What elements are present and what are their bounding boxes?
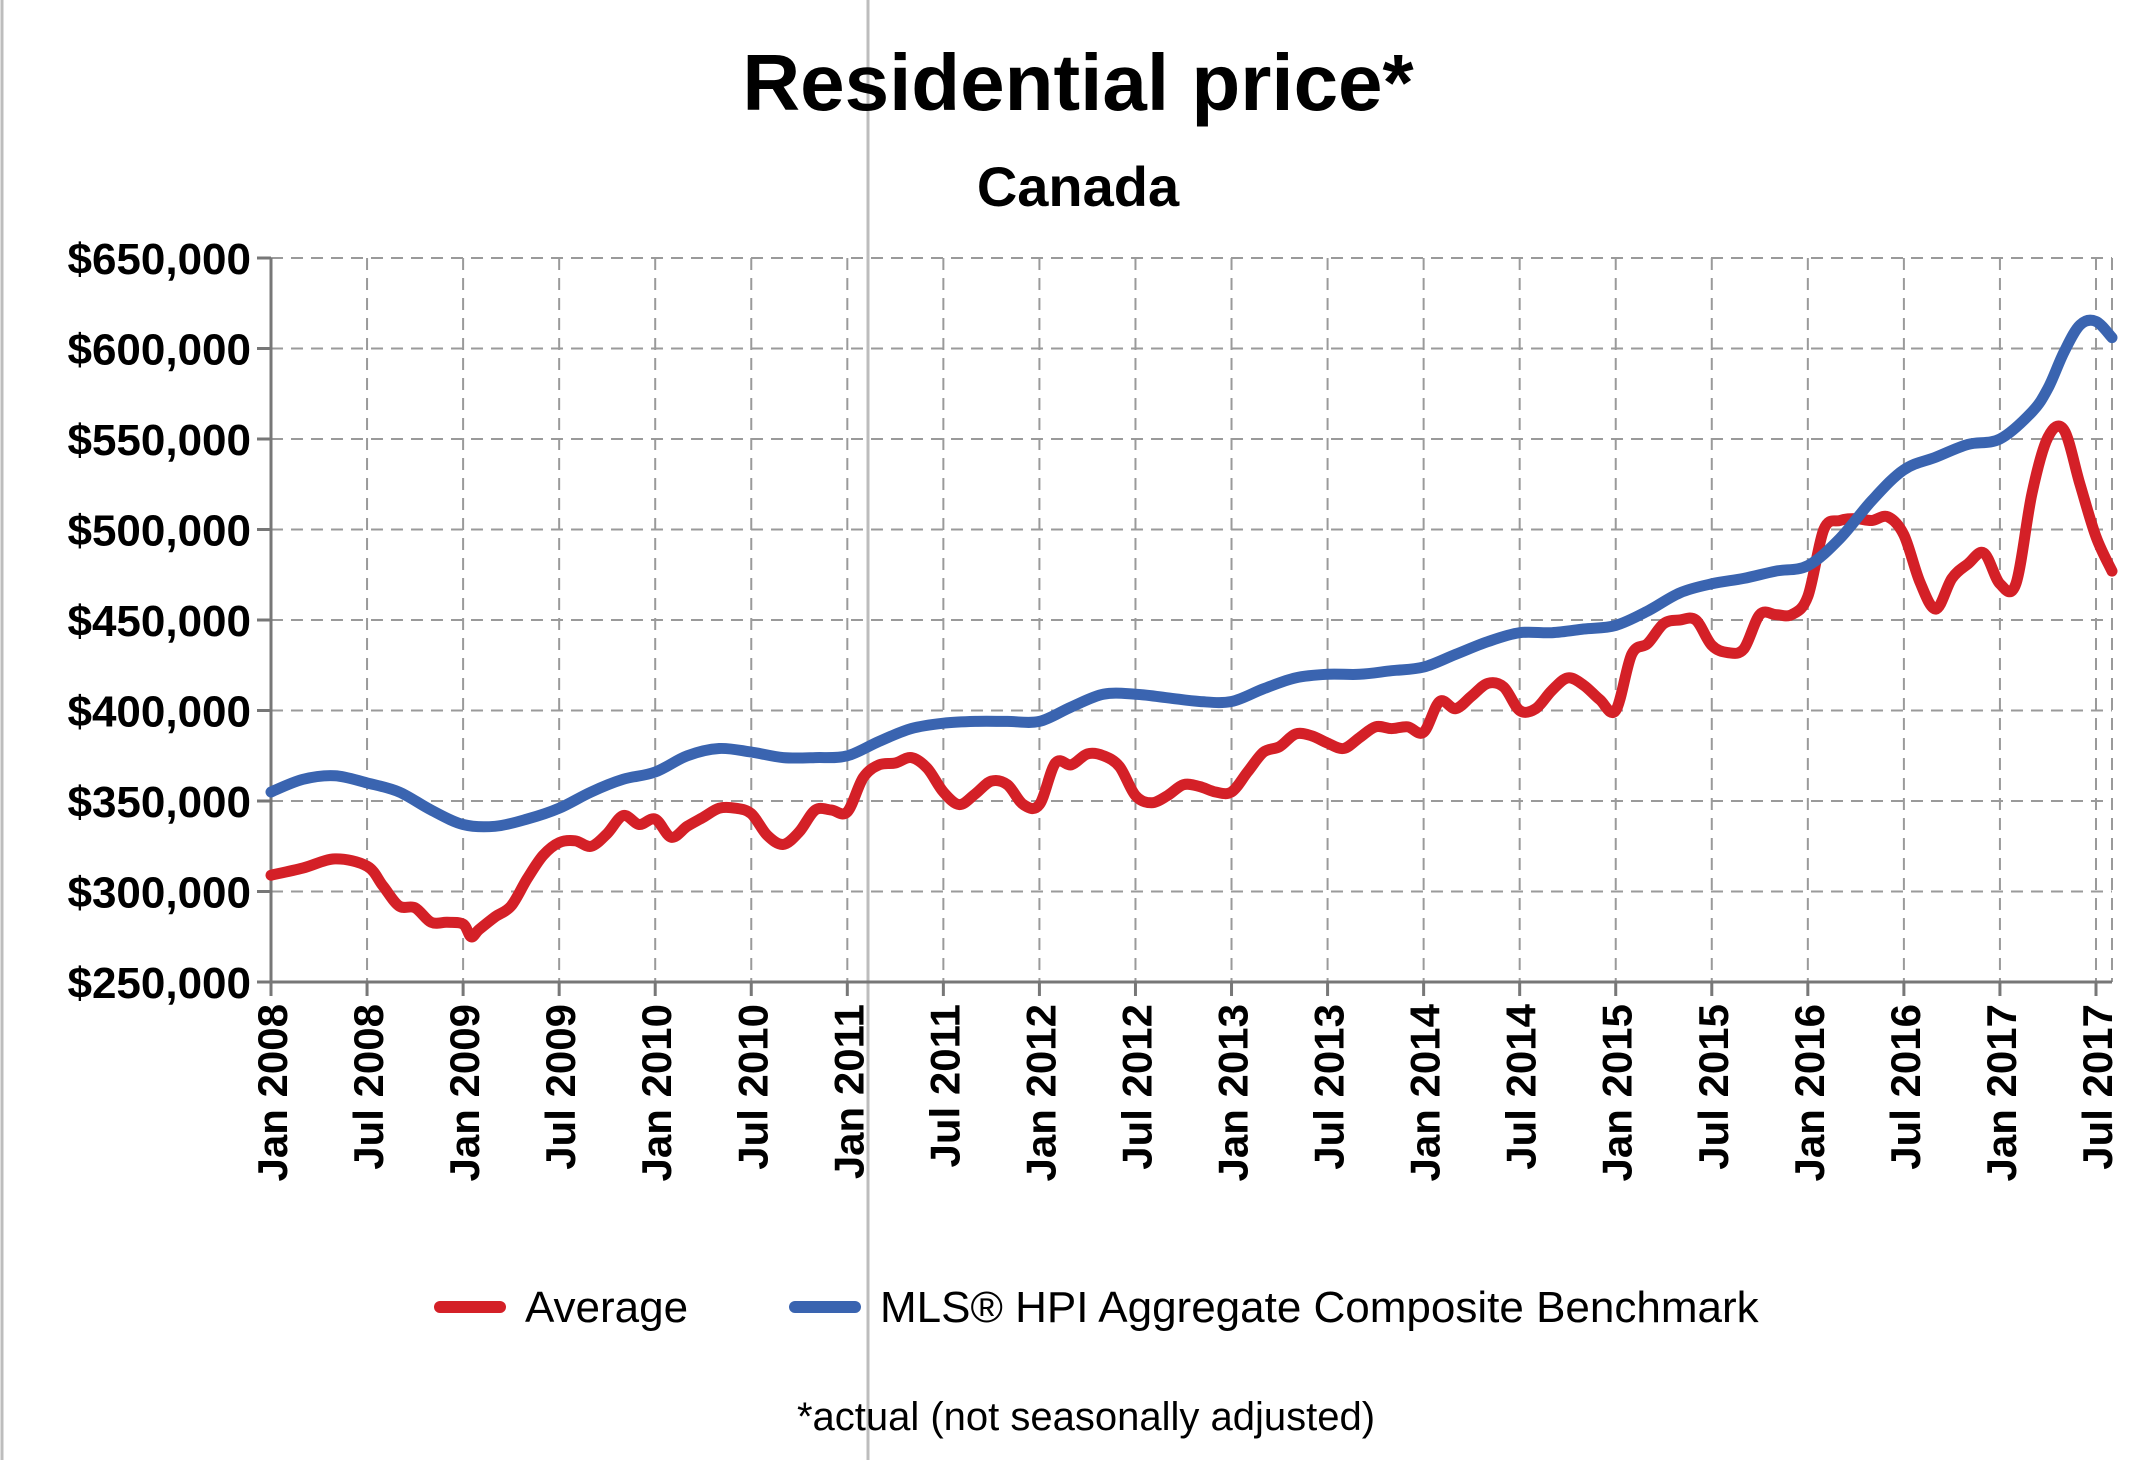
y-tick-label: $550,000 xyxy=(67,416,251,465)
x-tick-label: Jan 2008 xyxy=(249,1004,296,1181)
y-tick-label: $650,000 xyxy=(67,235,251,284)
x-tick-label: Jan 2010 xyxy=(633,1004,680,1181)
x-axis-tick-labels: Jan 2008 Jul 2008 Jan 2009 Jul 2009 Jan 2010… xyxy=(249,1003,2121,1181)
y-tick-label: $350,000 xyxy=(67,778,251,827)
y-tick-label: $450,000 xyxy=(67,597,251,646)
legend-label-mls-hpi: MLS® HPI Aggregate Composite Benchmark xyxy=(880,1283,1760,1332)
chart-title: Residential price* xyxy=(742,38,1414,127)
x-tick-label: Jan 2011 xyxy=(825,1004,872,1179)
series-lines xyxy=(265,314,2118,943)
y-tick-label: $300,000 xyxy=(67,869,251,918)
x-tick-label: Jan 2009 xyxy=(441,1004,488,1181)
x-tick-label: Jul 2012 xyxy=(1113,1004,1160,1170)
y-axis-tick-labels: $250,000 $300,000 $350,000 $400,000 $450,000… xyxy=(67,235,251,1008)
y-tick-label: $400,000 xyxy=(67,688,251,737)
legend-label-average: Average xyxy=(525,1283,688,1332)
chart-subtitle: Canada xyxy=(977,155,1180,218)
x-tick-label: Jul 2016 xyxy=(1882,1004,1929,1170)
legend: Average MLS® HPI Aggregate Composite Ben… xyxy=(434,1283,1760,1332)
y-tick-label: $250,000 xyxy=(67,959,251,1008)
series-line-mls-hpi-benchmark xyxy=(265,314,2118,833)
x-tick-label: Jul 2015 xyxy=(1690,1004,1737,1170)
x-tick-label: Jul 2013 xyxy=(1306,1004,1353,1170)
y-tick-label: $500,000 xyxy=(67,507,251,556)
chart-footnote: *actual (not seasonally adjusted) xyxy=(797,1395,1375,1439)
x-tick-label: Jul 2010 xyxy=(729,1004,776,1170)
x-tick-label: Jan 2015 xyxy=(1594,1004,1641,1181)
series-line-average xyxy=(265,420,2118,943)
axes xyxy=(257,256,2112,996)
x-tick-label: Jul 2008 xyxy=(345,1004,392,1170)
grid-lines xyxy=(271,257,2113,982)
y-tick-label: $600,000 xyxy=(67,326,251,375)
x-tick-label: Jul 2017 xyxy=(2074,1004,2121,1170)
x-tick-label: Jan 2016 xyxy=(1786,1004,1833,1181)
x-tick-label: Jan 2014 xyxy=(1402,1003,1449,1181)
x-tick-label: Jul 2011 xyxy=(921,1004,968,1167)
x-tick-label: Jan 2013 xyxy=(1210,1004,1257,1181)
x-tick-label: Jul 2009 xyxy=(537,1004,584,1170)
x-tick-label: Jul 2014 xyxy=(1498,1003,1545,1169)
x-tick-label: Jan 2012 xyxy=(1017,1004,1064,1181)
x-tick-label: Jan 2017 xyxy=(1978,1004,2025,1181)
